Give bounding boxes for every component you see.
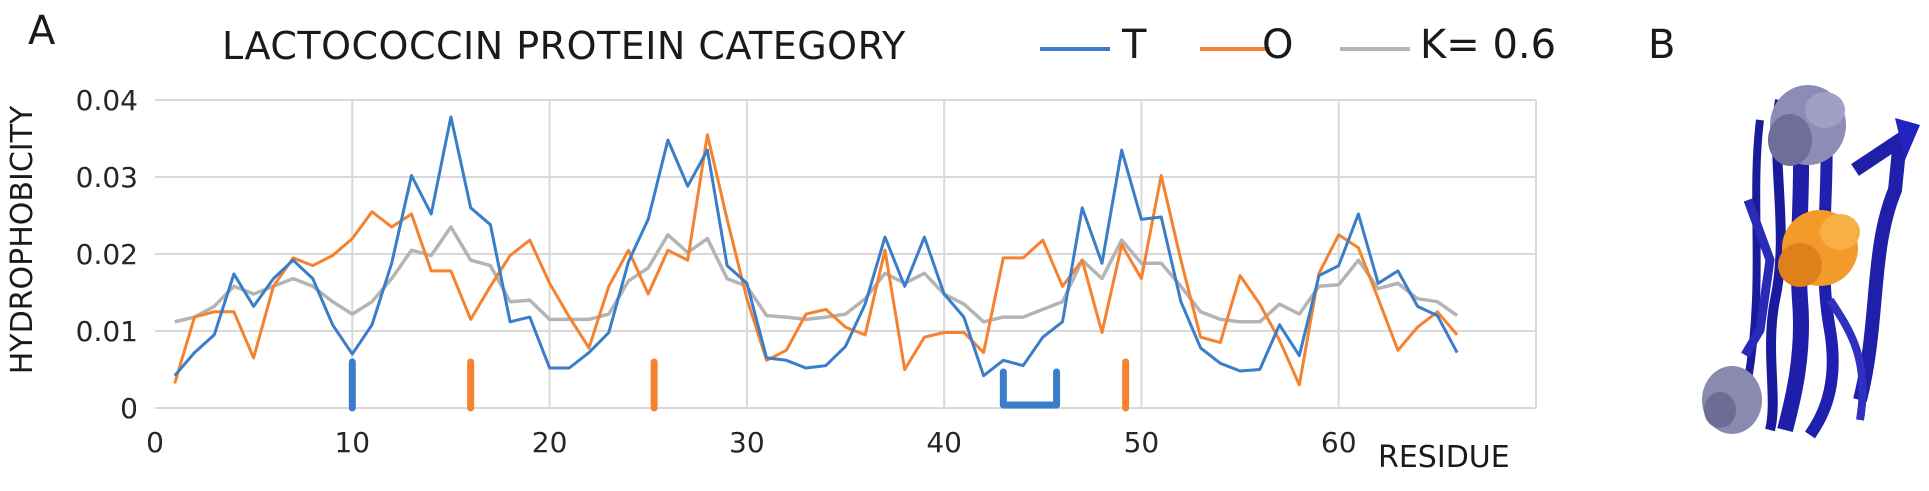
y-axis-title: HYDROPHOBICITY xyxy=(4,105,40,375)
y-tick-label: 0.04 xyxy=(76,84,138,117)
panel-label-a: A xyxy=(28,8,56,54)
y-tick-label: 0 xyxy=(120,392,138,425)
y-tick-label: 0.01 xyxy=(76,315,138,348)
y-tick-label: 0.03 xyxy=(76,161,138,194)
legend-swatch-o xyxy=(1200,47,1270,51)
x-tick-label: 20 xyxy=(532,426,568,459)
x-tick-label: 60 xyxy=(1321,426,1357,459)
chart-series xyxy=(173,115,1459,387)
residue-marker-bracket xyxy=(999,368,1061,409)
series-line-o xyxy=(173,133,1459,387)
legend-swatch-k xyxy=(1340,47,1410,51)
panel-label-b: B xyxy=(1648,22,1676,68)
x-axis-title: RESIDUE xyxy=(1378,440,1510,475)
y-tick-labels: 0 0.01 0.02 0.03 0.04 xyxy=(76,84,138,425)
legend-label-t: T xyxy=(1122,22,1147,68)
legend-label-k: K= 0.6 xyxy=(1420,22,1557,68)
residue-markers xyxy=(348,358,1130,412)
x-tick-label: 0 xyxy=(146,426,164,459)
x-tick-label: 30 xyxy=(729,426,765,459)
legend-swatch-t xyxy=(1040,47,1110,51)
legend-label-o: O xyxy=(1262,22,1294,68)
chart-title: LACTOCOCCIN PROTEIN CATEGORY xyxy=(222,24,906,68)
y-tick-label: 0.02 xyxy=(76,238,138,271)
x-tick-label: 40 xyxy=(926,426,962,459)
series-line-t xyxy=(173,115,1459,378)
chart-grid xyxy=(155,99,1537,409)
protein-structure-image xyxy=(1702,85,1920,439)
series-line-k xyxy=(174,225,1459,324)
x-tick-label: 50 xyxy=(1124,426,1160,459)
x-tick-labels: 0 10 20 30 40 50 60 xyxy=(146,426,1356,459)
x-tick-label: 10 xyxy=(334,426,370,459)
